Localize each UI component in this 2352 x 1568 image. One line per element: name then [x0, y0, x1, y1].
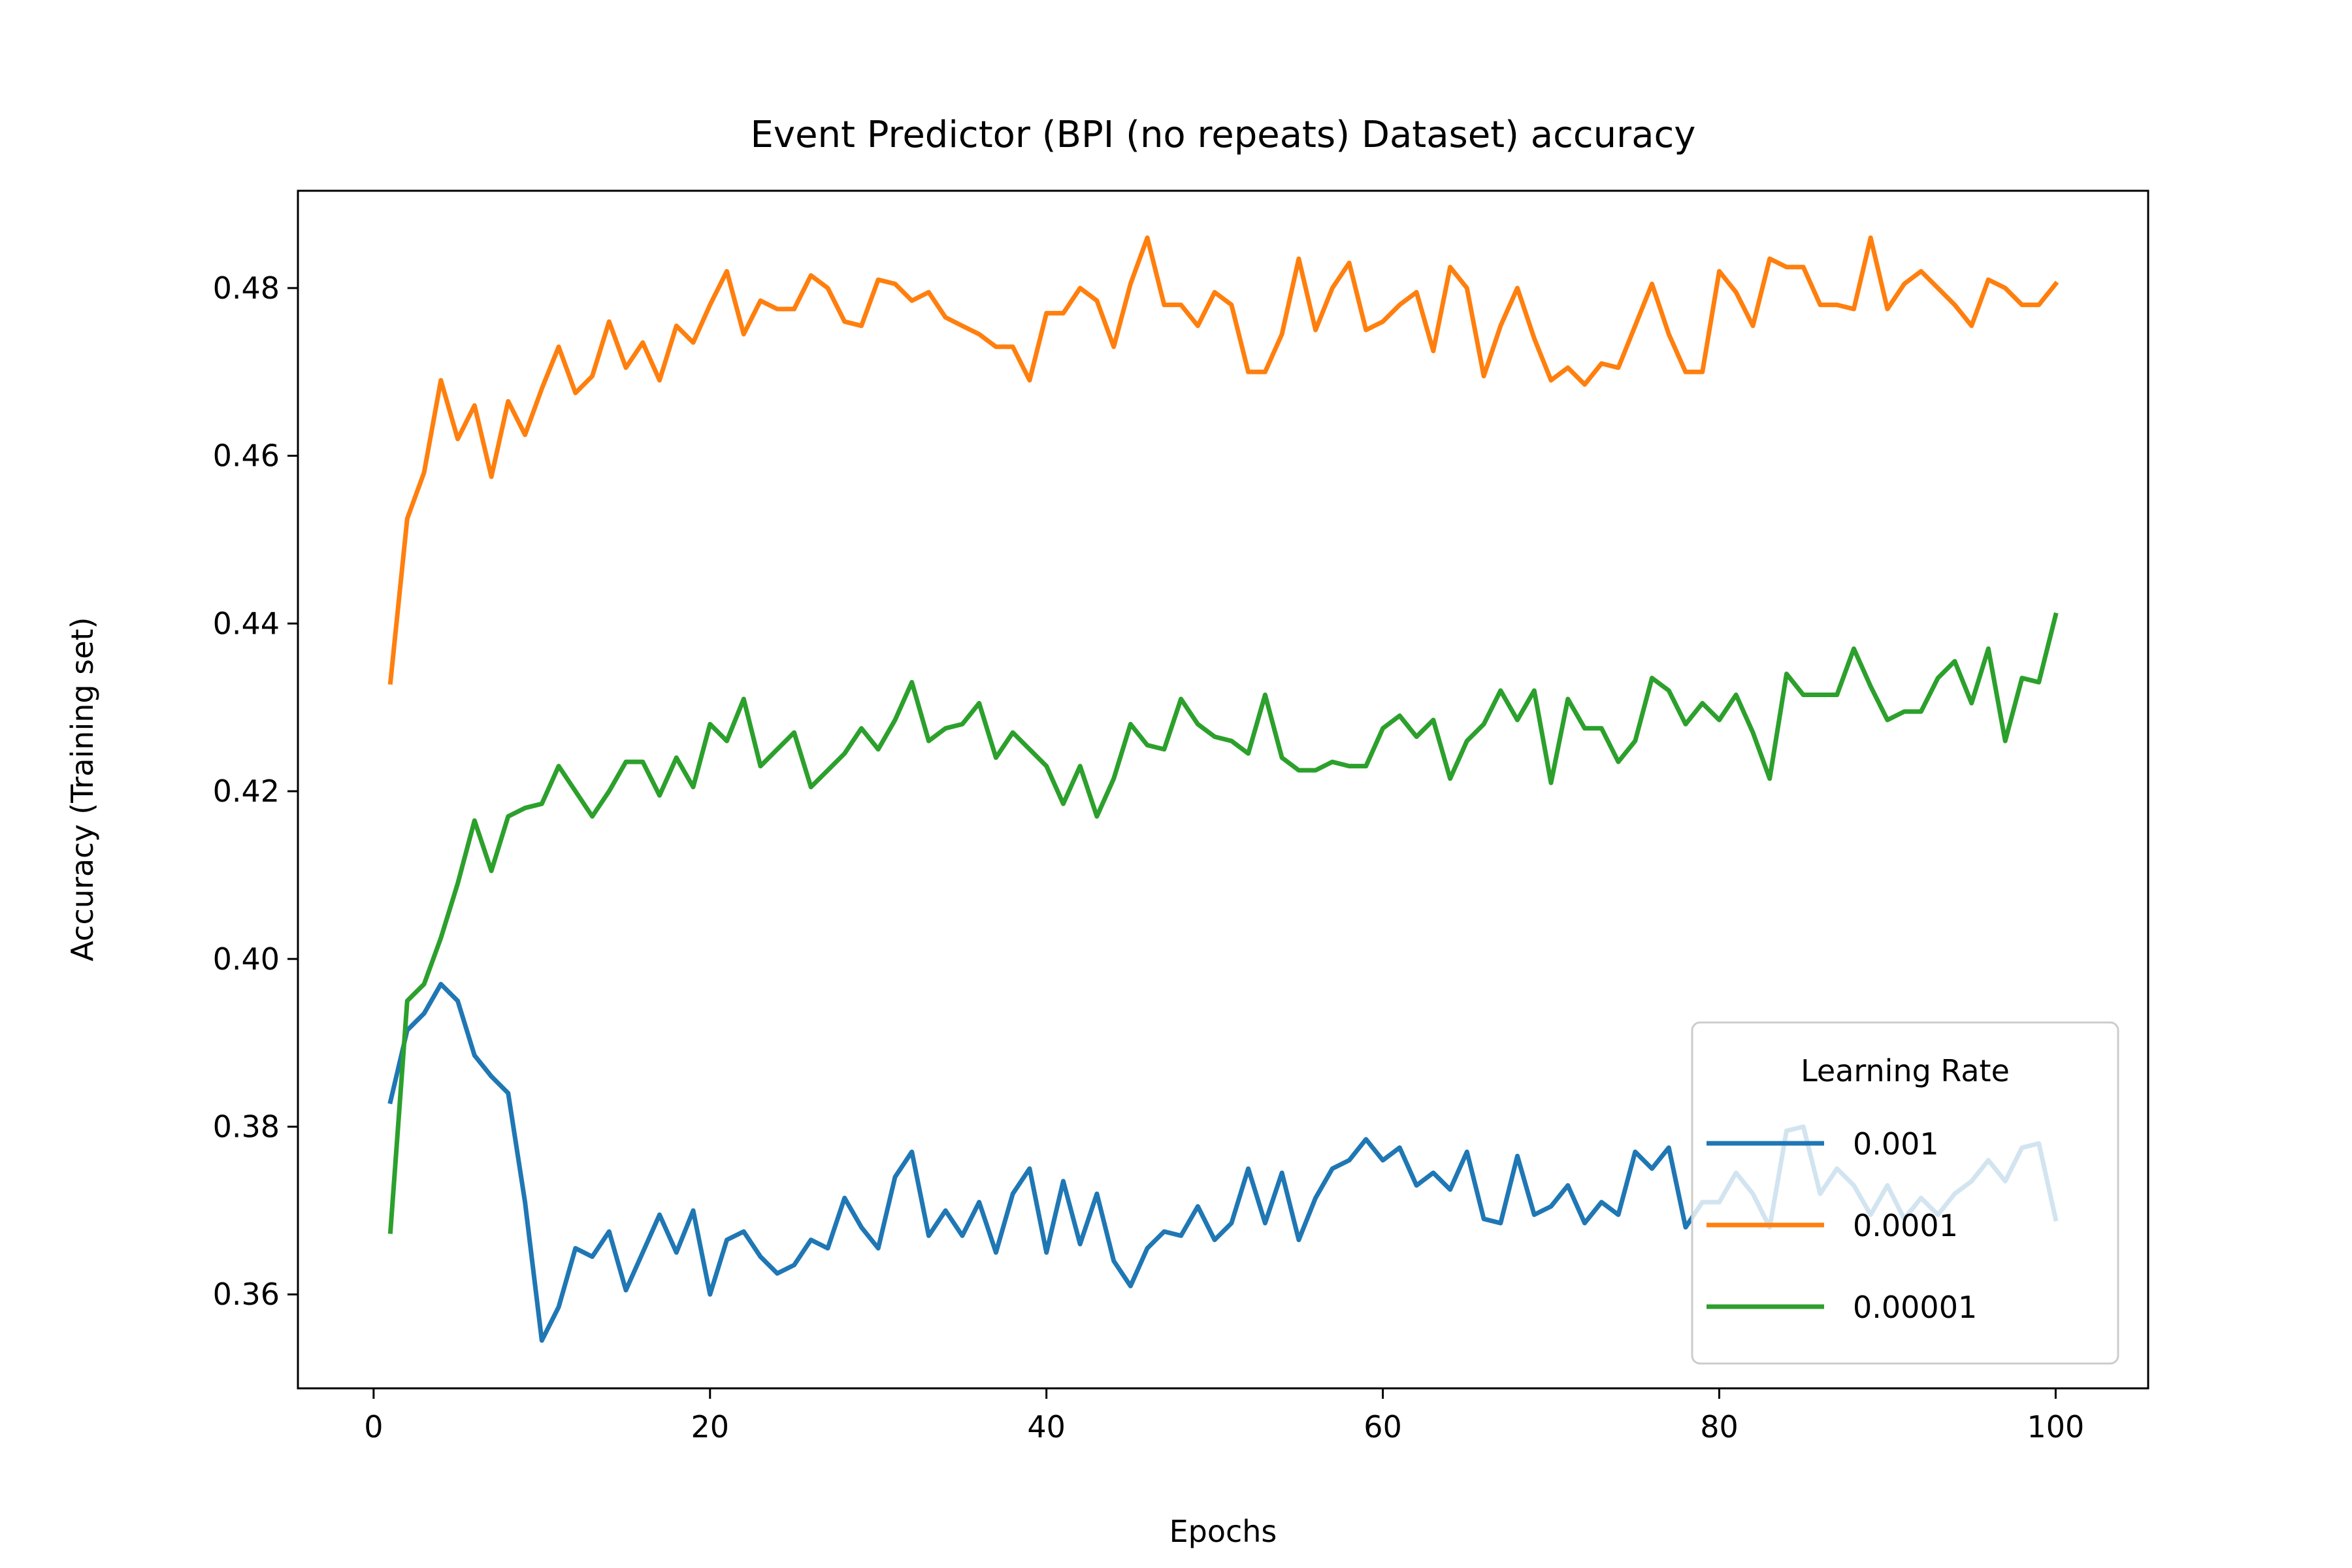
y-axis: 0.36 0.38 0.40 0.42 0.44 0.46 0.48	[213, 270, 298, 1312]
legend-title: Learning Rate	[1801, 1053, 2010, 1088]
x-tick-label: 20	[691, 1409, 729, 1445]
x-tick-label: 60	[1364, 1409, 1402, 1445]
plot-frame	[297, 189, 2149, 1390]
chart-title: Event Predictor (BPI (no repeats) Datase…	[751, 114, 1696, 156]
x-tick-label: 40	[1027, 1409, 1066, 1445]
legend: Learning Rate 0.001 0.0001 0.00001	[1691, 1021, 2119, 1365]
y-tick-label: 0.40	[213, 941, 280, 977]
series-line-2	[387, 235, 2059, 685]
y-tick-label: 0.44	[213, 606, 280, 641]
y-axis-label: Accuracy (Training set)	[65, 617, 100, 962]
legend-label-2: 0.0001	[1853, 1208, 1958, 1243]
legend-box	[1691, 1021, 2119, 1365]
y-tick-label: 0.36	[213, 1277, 280, 1312]
series-line-3	[387, 612, 2059, 1234]
y-tick-label: 0.42	[213, 774, 280, 809]
x-tick-label: 0	[364, 1409, 383, 1445]
y-tick-label: 0.38	[213, 1109, 280, 1145]
legend-label-3: 0.00001	[1853, 1290, 1977, 1325]
x-tick-label: 80	[1700, 1409, 1739, 1445]
x-axis: 0 20 40 60 80 100	[364, 1388, 2084, 1445]
x-tick-label: 100	[2027, 1409, 2084, 1445]
y-tick-label: 0.48	[213, 270, 280, 306]
x-axis-label: Epochs	[1169, 1514, 1277, 1549]
y-tick-label: 0.46	[213, 438, 280, 474]
legend-label-1: 0.001	[1853, 1126, 1939, 1162]
